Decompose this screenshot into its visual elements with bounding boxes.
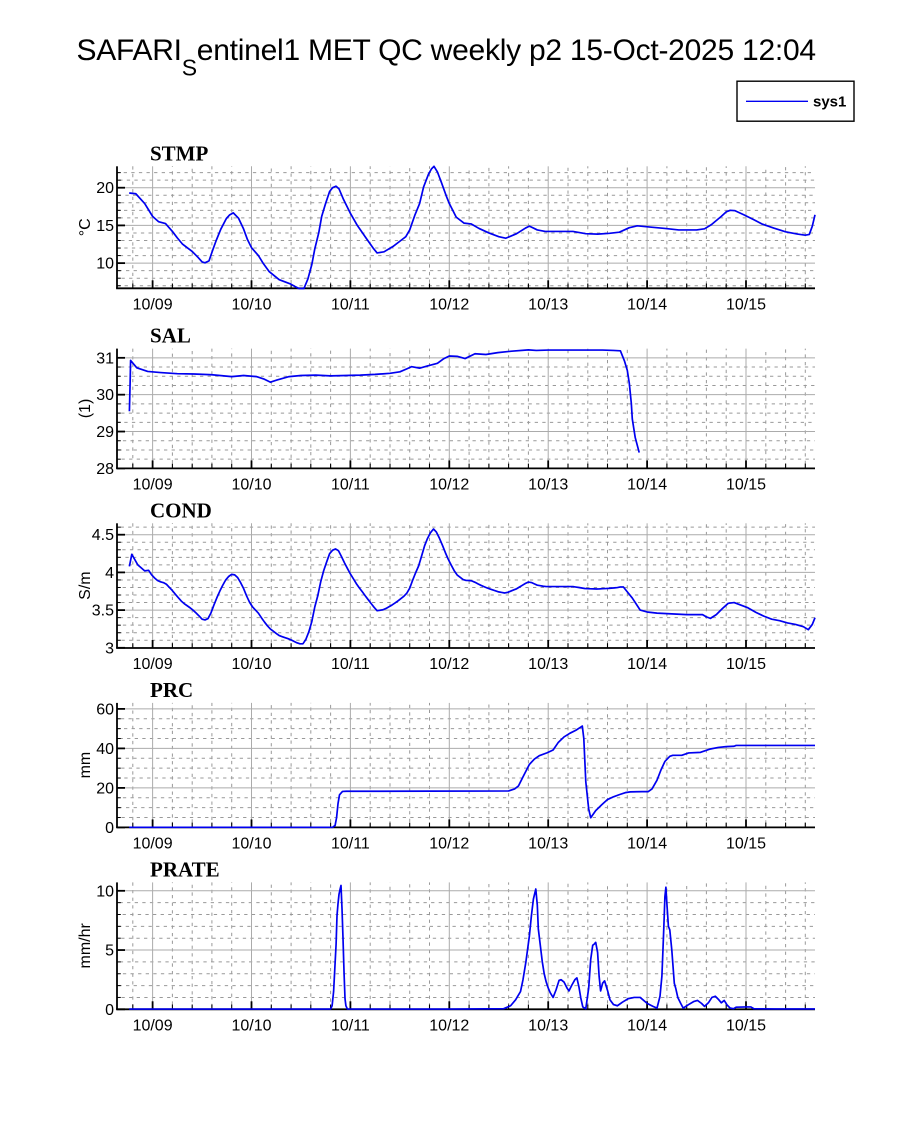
svg-text:10/11: 10/11 — [331, 1017, 370, 1034]
svg-text:29: 29 — [96, 424, 114, 441]
svg-text:20: 20 — [96, 180, 114, 197]
svg-text:10/13: 10/13 — [528, 835, 568, 852]
svg-text:COND: COND — [150, 498, 212, 522]
svg-text:10/13: 10/13 — [528, 476, 568, 493]
svg-text:10/12: 10/12 — [429, 656, 469, 673]
svg-text:10/14: 10/14 — [627, 656, 667, 673]
svg-text:10/10: 10/10 — [231, 296, 271, 313]
svg-text:10/11: 10/11 — [331, 296, 370, 313]
svg-text:10/09: 10/09 — [133, 1017, 173, 1034]
svg-text:4.5: 4.5 — [92, 527, 114, 544]
svg-text:10/14: 10/14 — [627, 1017, 667, 1034]
svg-text:10/10: 10/10 — [231, 1017, 271, 1034]
svg-text:31: 31 — [96, 350, 114, 367]
svg-text:10/10: 10/10 — [231, 835, 271, 852]
svg-text:°C: °C — [77, 218, 94, 236]
svg-text:5: 5 — [105, 943, 114, 960]
svg-text:0: 0 — [105, 1002, 114, 1019]
svg-text:10/09: 10/09 — [133, 476, 173, 493]
svg-text:10/14: 10/14 — [627, 296, 667, 313]
svg-text:10/11: 10/11 — [331, 476, 370, 493]
svg-text:3: 3 — [105, 640, 114, 657]
svg-text:10/13: 10/13 — [528, 296, 568, 313]
svg-text:STMP: STMP — [150, 141, 209, 165]
svg-text:10/15: 10/15 — [726, 656, 766, 673]
svg-text:60: 60 — [96, 701, 114, 718]
svg-text:28: 28 — [96, 461, 114, 478]
svg-text:10/10: 10/10 — [231, 656, 271, 673]
svg-text:10/15: 10/15 — [726, 835, 766, 852]
svg-text:4: 4 — [105, 565, 114, 582]
svg-text:10/12: 10/12 — [429, 296, 469, 313]
svg-text:PRATE: PRATE — [150, 857, 220, 881]
svg-text:10/09: 10/09 — [133, 296, 173, 313]
svg-text:10: 10 — [96, 256, 114, 273]
svg-text:10/12: 10/12 — [429, 1017, 469, 1034]
svg-text:10/15: 10/15 — [726, 476, 766, 493]
svg-text:30: 30 — [96, 387, 114, 404]
svg-text:10: 10 — [96, 883, 114, 900]
svg-text:10/13: 10/13 — [528, 1017, 568, 1034]
svg-text:10/09: 10/09 — [133, 835, 173, 852]
svg-text:20: 20 — [96, 780, 114, 797]
svg-text:SAL: SAL — [150, 324, 191, 348]
svg-text:10/11: 10/11 — [331, 835, 370, 852]
svg-text:sys1: sys1 — [813, 94, 846, 111]
svg-text:40: 40 — [96, 741, 114, 758]
svg-text:(1): (1) — [77, 399, 94, 419]
svg-text:10/13: 10/13 — [528, 656, 568, 673]
svg-text:3.5: 3.5 — [92, 603, 114, 620]
svg-text:10/11: 10/11 — [331, 656, 370, 673]
svg-text:10/09: 10/09 — [133, 656, 173, 673]
svg-text:PRC: PRC — [150, 678, 193, 702]
svg-text:10/15: 10/15 — [726, 296, 766, 313]
svg-text:15: 15 — [96, 218, 114, 235]
svg-text:10/12: 10/12 — [429, 835, 469, 852]
svg-text:0: 0 — [105, 820, 114, 837]
svg-text:10/15: 10/15 — [726, 1017, 766, 1034]
svg-text:10/12: 10/12 — [429, 476, 469, 493]
svg-text:10/14: 10/14 — [627, 835, 667, 852]
svg-text:S/m: S/m — [77, 571, 94, 599]
svg-text:10/10: 10/10 — [231, 476, 271, 493]
svg-text:mm/hr: mm/hr — [77, 922, 94, 968]
svg-text:mm: mm — [77, 752, 94, 779]
svg-text:10/14: 10/14 — [627, 476, 667, 493]
